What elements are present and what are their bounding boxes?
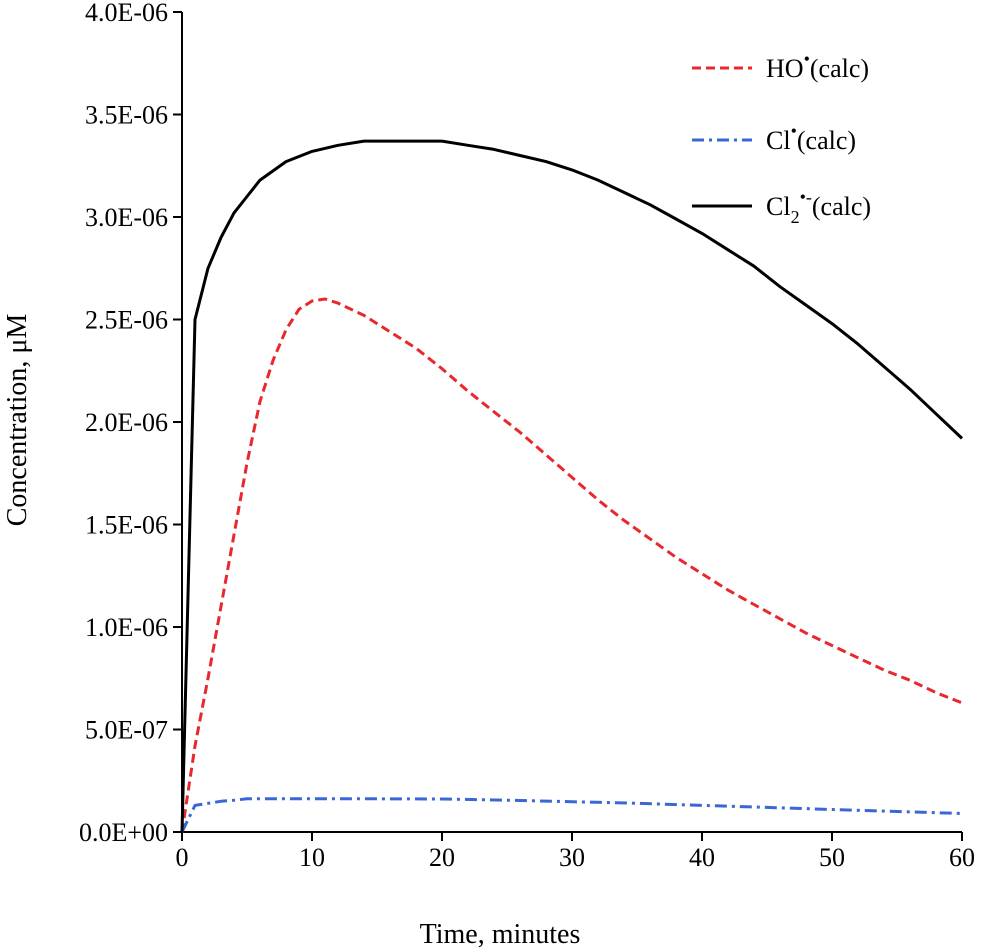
series-line-2: [180, 139, 964, 833]
y-axis-label: Concentration, μM: [2, 314, 33, 527]
y-tick-label: 1.5E-06: [85, 511, 168, 540]
y-tick-label: 3.5E-06: [85, 101, 168, 130]
x-tick-label: 60: [949, 843, 975, 872]
legend: HO•(calc) Cl•(calc) Cl2•-(calc): [692, 49, 871, 227]
y-tick-label: 2.5E-06: [85, 306, 168, 335]
y-tick-label: 1.0E-06: [85, 613, 168, 642]
legend-label-2: Cl2•-(calc): [766, 187, 871, 227]
x-tick-label: 40: [689, 843, 715, 872]
x-axis-label: Time, minutes: [420, 919, 581, 950]
y-tick-label: 0.0E+00: [79, 818, 168, 847]
legend-label-0: HO•(calc): [766, 49, 869, 83]
axes: 0.0E+00 5.0E-07 1.0E-06 1.5E-06 2.0E-06 2.5E-…: [79, 0, 975, 872]
y-tick-label: 2.0E-06: [85, 408, 168, 437]
x-tick-label: 0: [176, 843, 189, 872]
y-tick-label: 4.0E-06: [85, 0, 168, 27]
x-tick-label: 50: [819, 843, 845, 872]
series-line-0: [180, 297, 963, 833]
x-tick-label: 10: [299, 843, 325, 872]
legend-label-1: Cl•(calc): [766, 121, 856, 155]
series-line-1: [180, 797, 963, 833]
plot-area: [180, 139, 964, 833]
y-tick-label: 3.0E-06: [85, 203, 168, 232]
x-tick-label: 20: [429, 843, 455, 872]
y-tick-label: 5.0E-07: [85, 716, 168, 745]
x-tick-label: 30: [559, 843, 585, 872]
